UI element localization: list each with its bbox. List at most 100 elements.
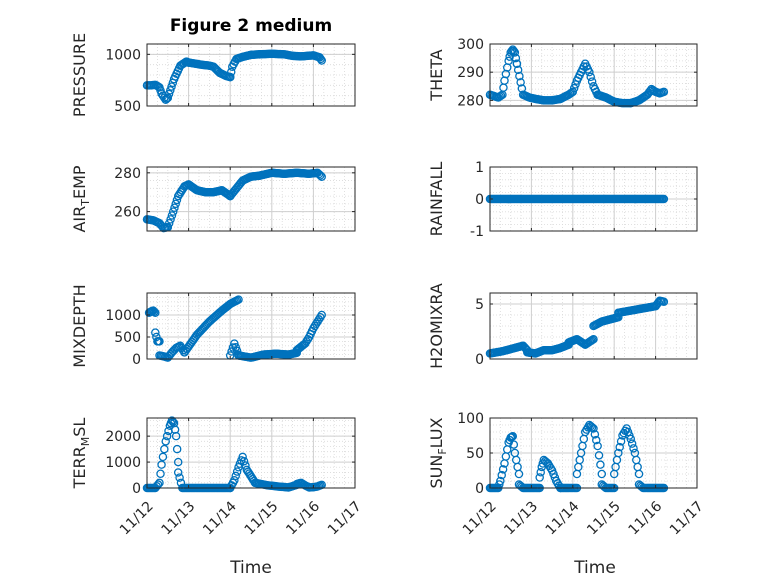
data-point bbox=[157, 460, 166, 469]
data-point bbox=[317, 172, 326, 181]
data-point bbox=[175, 473, 184, 482]
data-point bbox=[504, 56, 513, 66]
x-axis-label-left: Time bbox=[229, 558, 272, 578]
data-point bbox=[302, 337, 311, 346]
y-tick-label: 500 bbox=[114, 99, 141, 115]
data-point bbox=[510, 48, 520, 57]
y-axis-label: PRESSURE bbox=[70, 33, 89, 117]
y-axis-label: RAINFALL bbox=[427, 162, 446, 237]
data-point bbox=[232, 467, 242, 476]
data-point bbox=[659, 194, 669, 204]
axes-box bbox=[146, 166, 356, 232]
data-point bbox=[173, 468, 183, 477]
data-point bbox=[311, 319, 321, 329]
x-tick-label: 11/15 bbox=[242, 498, 282, 538]
data-point bbox=[596, 460, 605, 469]
data-point bbox=[512, 59, 522, 68]
axes-box bbox=[146, 417, 356, 489]
data-point bbox=[176, 341, 185, 351]
axes-box bbox=[489, 43, 698, 107]
data-point bbox=[310, 321, 320, 331]
x-tick-label: 11/17 bbox=[667, 498, 707, 538]
data-point bbox=[589, 334, 598, 344]
data-point bbox=[167, 416, 177, 425]
data-point bbox=[173, 457, 183, 467]
data-point bbox=[514, 469, 524, 479]
x-tick-label: 11/12 bbox=[460, 498, 500, 538]
data-point bbox=[156, 469, 165, 478]
y-axis-label: MIXDEPTH bbox=[70, 284, 89, 367]
data-point bbox=[316, 312, 325, 322]
data-point bbox=[567, 88, 576, 98]
data-point bbox=[172, 444, 182, 454]
data-point bbox=[568, 87, 578, 97]
x-tick-label: 11/15 bbox=[584, 498, 624, 538]
data-point bbox=[317, 56, 326, 65]
data-point bbox=[498, 465, 508, 474]
data-point bbox=[497, 470, 506, 480]
y-tick-label: 1000 bbox=[105, 308, 141, 324]
data-point bbox=[234, 295, 243, 304]
y-tick-label: 0 bbox=[475, 352, 484, 368]
x-tick-label: 11/16 bbox=[283, 498, 323, 538]
y-tick-label: 0 bbox=[475, 192, 484, 208]
data-point bbox=[587, 77, 597, 86]
data-point bbox=[164, 89, 174, 99]
y-tick-label: 100 bbox=[457, 411, 484, 427]
axes-box bbox=[489, 292, 698, 360]
y-tick-label: 50 bbox=[466, 446, 484, 462]
data-point bbox=[155, 478, 164, 488]
y-tick-label: 2000 bbox=[105, 429, 141, 445]
subplot-sun-flux: 11/12 11/13 11/14 11/15 11/16 11/17 0 50 100 SUNF… bbox=[427, 411, 707, 538]
y-axis-label: SUNFLUX bbox=[427, 417, 449, 488]
data-point bbox=[151, 308, 160, 318]
x-tick-label: 11/13 bbox=[159, 498, 199, 538]
data-point bbox=[166, 86, 175, 95]
data-point bbox=[587, 423, 597, 432]
data-point bbox=[162, 431, 172, 441]
y-axis-label: TERRMSL bbox=[70, 418, 92, 490]
data-point bbox=[230, 475, 239, 485]
data-point bbox=[171, 431, 181, 441]
data-point bbox=[239, 456, 249, 466]
data-point bbox=[629, 444, 638, 453]
data-point bbox=[615, 442, 624, 452]
y-axis-label: THETA bbox=[427, 49, 446, 101]
data-point bbox=[230, 339, 239, 348]
data-point bbox=[593, 441, 602, 451]
data-point bbox=[313, 317, 322, 326]
y-tick-label: 1000 bbox=[105, 47, 141, 63]
data-point bbox=[314, 315, 324, 324]
data-point bbox=[626, 434, 636, 444]
data-point bbox=[535, 473, 544, 482]
data-point bbox=[161, 437, 170, 446]
data-point bbox=[513, 65, 523, 75]
axes-box bbox=[146, 43, 356, 107]
data-point bbox=[592, 435, 601, 445]
data-point bbox=[536, 467, 545, 477]
y-axis-label: AIRTEMP bbox=[70, 165, 92, 232]
data-point bbox=[151, 328, 160, 337]
y-tick-label: 300 bbox=[457, 37, 484, 53]
subplot-theta: 280 290 300 THETA bbox=[427, 37, 698, 109]
data-point bbox=[614, 448, 623, 458]
data-point bbox=[164, 218, 174, 228]
data-point bbox=[659, 87, 669, 97]
y-tick-label: 1000 bbox=[105, 455, 141, 471]
data-point bbox=[496, 476, 505, 486]
y-tick-label: 0 bbox=[132, 481, 141, 497]
data-point bbox=[511, 53, 521, 63]
data-point bbox=[231, 343, 240, 352]
data-point bbox=[509, 440, 519, 449]
y-tick-label: 260 bbox=[114, 205, 141, 221]
data-point bbox=[160, 444, 169, 454]
y-tick-label: 0 bbox=[132, 352, 141, 368]
y-tick-label: 280 bbox=[457, 93, 484, 109]
data-point bbox=[163, 93, 173, 102]
data-point bbox=[585, 67, 594, 77]
data-point bbox=[316, 54, 325, 64]
data-point bbox=[238, 452, 247, 462]
subplot-rainfall: -1 0 1 RAINFALL bbox=[427, 160, 698, 240]
data-point bbox=[515, 71, 524, 81]
x-tick-label: 11/14 bbox=[543, 498, 583, 538]
